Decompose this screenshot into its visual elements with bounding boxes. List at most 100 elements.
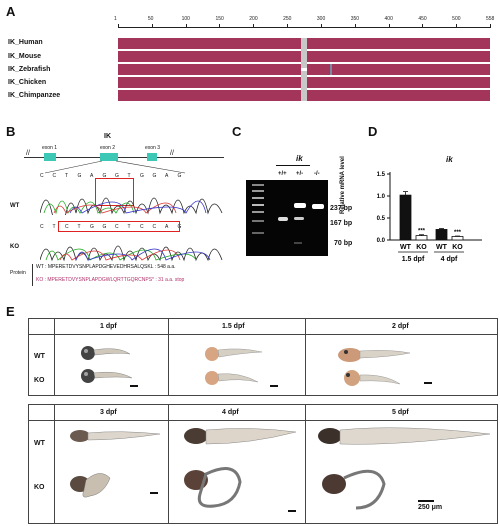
axis-tick: [151, 24, 153, 28]
table-body-row: [28, 334, 498, 396]
wt-protein-seq: WT : MPERETDVYSNPLAPDGHEVEDHRSALQSKL : 5…: [36, 264, 176, 270]
axis-tick: [456, 24, 458, 28]
y-tick-label: 1.0: [377, 194, 386, 200]
scale-bar-label: 250 μm: [418, 504, 443, 511]
band-size-label: 237 bp: [330, 205, 353, 212]
base-letter: G: [115, 173, 119, 179]
alignment-bar: [307, 77, 490, 88]
gene-name: IK: [104, 133, 111, 140]
embryo-2dpf-wt: [338, 348, 411, 362]
x-category-label: KO: [452, 244, 463, 251]
table-divider: [168, 404, 169, 524]
axis-tick: [253, 24, 255, 28]
axis-tick: [118, 24, 119, 28]
base-letter: C: [115, 224, 119, 230]
axis-tick: [490, 24, 491, 28]
lane-label: +/+: [278, 171, 287, 177]
stage-label: 2 dpf: [392, 323, 409, 330]
significance-mark: ***: [418, 229, 426, 235]
axis-tick-label: 1: [114, 16, 117, 22]
embryo-2dpf-ko: [344, 370, 401, 386]
exon-box: [44, 153, 56, 161]
row-label: KO: [34, 484, 45, 491]
axis-tick-label: 300: [316, 16, 326, 22]
base-letter: G: [102, 173, 107, 179]
axis-tick: [320, 24, 322, 28]
alignment-bar: [118, 64, 301, 75]
zebrafish-gap: [301, 68, 307, 71]
embryo-3dpf-ko: [70, 473, 111, 498]
base-letter: G: [102, 224, 107, 230]
exon-box: [100, 153, 118, 161]
embryo-1-5dpf-wt: [205, 347, 263, 361]
table-body-row: [28, 420, 498, 524]
axis-tick: [354, 24, 356, 28]
chart-title: ik: [446, 155, 453, 164]
base-letter: T: [65, 173, 69, 179]
base-letter: G: [152, 173, 157, 179]
x-category-label: WT: [400, 244, 412, 251]
embryo-5dpf-ko: [322, 469, 386, 510]
stage-label: 3 dpf: [100, 409, 117, 416]
alignment-bar: [118, 51, 301, 62]
gene-line: [24, 157, 224, 158]
table-divider: [168, 318, 169, 396]
band-size-label: 167 bp: [330, 220, 353, 227]
axis-tick: [287, 24, 289, 28]
x-category-label: KO: [416, 244, 427, 251]
axis-tick: [422, 24, 424, 28]
panel-label-e: E: [6, 304, 15, 319]
base-letter: A: [90, 173, 94, 179]
base-letter: T: [127, 224, 131, 230]
embryo-4dpf-ko: [184, 467, 242, 508]
wt-chromatogram: [40, 197, 223, 215]
lane-label: +/-: [296, 171, 304, 177]
y-tick-label: 1.5: [377, 172, 386, 178]
axis-tick: [388, 24, 390, 28]
base-letter: C: [40, 224, 44, 230]
row-label: WT: [34, 440, 45, 447]
base-letter: C: [140, 224, 144, 230]
panel-label-a: A: [6, 4, 16, 19]
table-divider: [54, 318, 55, 396]
axis-tick-label: 200: [249, 16, 258, 22]
y-tick-label: 0.5: [377, 216, 386, 222]
base-letter: G: [77, 173, 82, 179]
panel-label-b: B: [6, 124, 16, 139]
x-category-label: WT: [436, 244, 448, 251]
base-letter: A: [165, 173, 169, 179]
table-divider: [305, 318, 306, 396]
break-mark: //: [170, 150, 174, 157]
embryo-4dpf-wt: [184, 428, 297, 445]
base-letter: C: [40, 173, 44, 179]
stage-label: 4 dpf: [222, 409, 239, 416]
alignment-bar: [118, 90, 301, 101]
base-letter: T: [127, 173, 131, 179]
base-letter: T: [52, 224, 56, 230]
species-label: IK_Chimpanzee: [8, 92, 61, 99]
zoom-lines: [44, 160, 186, 174]
base-letter: G: [90, 224, 94, 230]
break-mark: //: [26, 150, 30, 157]
wt-highlight-box: [95, 178, 134, 206]
exon-label: exon 1: [42, 145, 58, 151]
group-label: 4 dpf: [441, 256, 458, 263]
table-header-row: [28, 318, 498, 334]
gel-title: ik: [296, 154, 303, 163]
base-letter: C: [65, 224, 69, 230]
stage-label: 5 dpf: [392, 409, 409, 416]
ko-chromatogram: [40, 245, 223, 262]
table-divider: [305, 404, 306, 524]
axis-tick-label: 558: [486, 16, 495, 22]
axis-tick-label: 50: [147, 16, 154, 22]
base-letter: T: [77, 224, 81, 230]
chart-svg: 0.0 0.5 1.0 1.5 WT *** KO WT *** KO 1.5 dpf 4 dpf: [377, 172, 482, 263]
alignment-axis: [118, 27, 490, 28]
ko-protein-seq: KO : MPERETDVYSNPLAPDGWLQRTTGQRCNPS* : 3…: [36, 277, 185, 283]
protein-bracket: [32, 264, 33, 286]
axis-tick-label: 250: [283, 16, 292, 22]
species-label: IK_Human: [8, 39, 43, 46]
axis-tick-label: 350: [350, 16, 360, 22]
y-tick-label: 0.0: [377, 238, 386, 244]
alignment-bar: [118, 38, 301, 49]
